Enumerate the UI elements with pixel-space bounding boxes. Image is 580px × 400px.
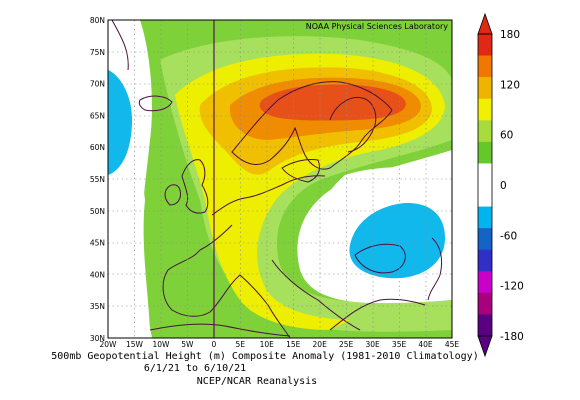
caption-line-2: 6/1/21 to 6/10/21 xyxy=(143,363,247,374)
colorbar-label: 60 xyxy=(500,130,513,142)
credit-label: NOAA Physical Sciences Laboratory xyxy=(306,22,449,31)
colorbar-label: -180 xyxy=(500,331,524,343)
colorbar-segment xyxy=(478,271,492,294)
longitude-label: 20E xyxy=(313,340,328,349)
longitude-label: 30E xyxy=(365,340,380,349)
graticule xyxy=(108,20,452,338)
longitude-label: 45E xyxy=(445,340,460,349)
caspian-coast xyxy=(427,237,443,301)
longitude-label: 25E xyxy=(339,340,354,349)
longitude-label: 40E xyxy=(418,340,433,349)
colorbar: 180 120 60 0 -60 -120 -180 xyxy=(477,12,524,358)
cyan-blob-east xyxy=(349,202,445,279)
latitude-label: 60N xyxy=(90,143,105,152)
colorbar-segment xyxy=(478,249,492,272)
colorbar-frame xyxy=(477,33,493,337)
longitude-label: 10E xyxy=(260,340,275,349)
colorbar-label: 120 xyxy=(500,79,520,91)
longitude-label: 35E xyxy=(392,340,407,349)
longitude-label: 5E xyxy=(236,340,246,349)
latitude-label: 70N xyxy=(90,80,105,89)
latitude-label: 35N xyxy=(90,302,105,311)
longitude-label: 15W xyxy=(126,340,144,349)
latitude-label: 30N xyxy=(90,334,105,343)
finland-coast xyxy=(329,96,377,153)
latitude-label: 40N xyxy=(90,270,105,279)
longitude-label: 10W xyxy=(152,340,170,349)
latitude-label: 50N xyxy=(90,207,105,216)
longitude-label: 15E xyxy=(286,340,301,349)
greenland-coast xyxy=(111,20,129,71)
colorbar-segment xyxy=(478,163,492,186)
longitude-label: 0 xyxy=(211,340,216,349)
map-frame xyxy=(107,19,453,339)
cyan-blob-west xyxy=(108,70,132,175)
colorbar-top-arrow xyxy=(477,12,493,35)
colorbar-labels: 180 120 60 0 -60 -120 -180 xyxy=(500,29,524,343)
ireland-coast xyxy=(164,184,181,206)
colorbar-label: -120 xyxy=(500,281,524,293)
iceland-coast xyxy=(138,95,173,112)
colorbar-segment xyxy=(478,55,492,78)
colorbar-label: -60 xyxy=(500,230,517,242)
africa-coast xyxy=(149,323,291,337)
caption-line-3: NCEP/NCAR Reanalysis xyxy=(196,376,318,387)
colorbar-segment xyxy=(478,141,492,164)
latitude-label: 80N xyxy=(90,16,105,25)
colorbar-label: 180 xyxy=(500,29,520,41)
colorbar-segment xyxy=(478,77,492,100)
europe-coast xyxy=(162,175,426,338)
colorbar-segment xyxy=(478,120,492,143)
colorbar-segment xyxy=(478,185,492,207)
longitude-labels: 20W 15W 10W 5W 0 5E 10E 15E 20E 25E 30E 35E 40E 45E xyxy=(100,340,460,349)
colorbar-segment xyxy=(478,34,492,56)
colorbar-segment xyxy=(478,314,492,337)
colorbar-segment xyxy=(478,228,492,251)
colorbar-segments xyxy=(478,34,492,337)
coastlines xyxy=(111,20,443,338)
black-sea-coast xyxy=(354,243,406,274)
britain-coast xyxy=(181,159,209,214)
colorbar-label: 0 xyxy=(500,180,507,192)
latitude-label: 65N xyxy=(90,111,105,120)
colorbar-segment xyxy=(478,292,492,315)
colorbar-segment xyxy=(478,206,492,229)
latitude-label: 55N xyxy=(90,175,105,184)
latitude-labels: 80N 75N 70N 65N 60N 55N 50N 45N 40N 35N 30N xyxy=(90,16,105,343)
latitude-label: 75N xyxy=(90,48,105,57)
longitude-label: 20W xyxy=(100,340,118,349)
baltic-coast xyxy=(281,159,321,183)
latitude-label: 45N xyxy=(90,239,105,248)
longitude-label: 5W xyxy=(181,340,194,349)
scandinavia-coast xyxy=(231,81,393,170)
colorbar-segment xyxy=(478,98,492,121)
caption-line-1: 500mb Geopotential Height (m) Composite … xyxy=(51,351,479,362)
red-core xyxy=(259,84,406,121)
